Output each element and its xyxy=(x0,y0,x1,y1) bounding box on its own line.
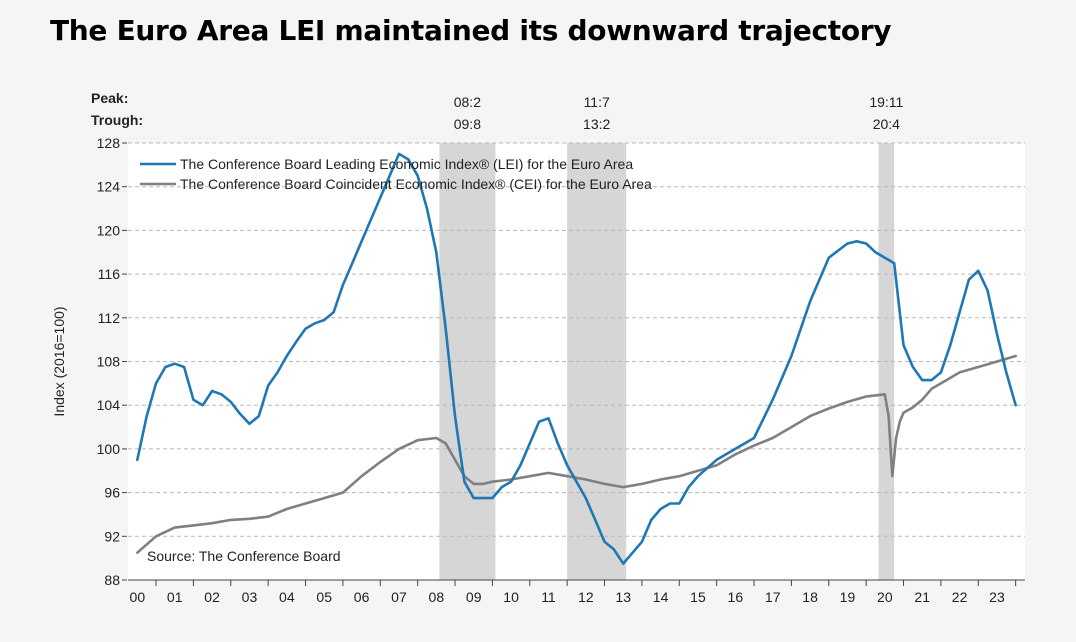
x-tick-label: 12 xyxy=(578,589,594,605)
x-tick-label: 10 xyxy=(503,589,519,605)
chart-labels: 08:2 09:8 11:7 13:2 19:11 20:4 Peak: Trough: The… xyxy=(91,90,904,564)
x-tick-label: 17 xyxy=(765,589,781,605)
x-tick-label: 20 xyxy=(877,589,893,605)
peak-row-label: Peak: xyxy=(91,90,128,106)
recession-peak-label: 11:7 xyxy=(584,94,610,110)
recession-trough-label: 20:4 xyxy=(873,116,900,132)
y-tick-label: 124 xyxy=(97,179,121,195)
recession-trough-label: 09:8 xyxy=(454,116,481,132)
gridlines xyxy=(128,142,1025,537)
x-tick-label: 13 xyxy=(615,589,631,605)
trough-row-label: Trough: xyxy=(91,112,143,128)
x-tick-label: 05 xyxy=(316,589,332,605)
y-tick-label: 100 xyxy=(97,441,121,457)
x-tick-label: 02 xyxy=(204,589,220,605)
y-tick-label: 116 xyxy=(98,266,121,282)
y-tick-label: 104 xyxy=(97,397,121,413)
y-tick-label: 120 xyxy=(97,222,121,238)
x-tick-label: 04 xyxy=(279,589,295,605)
x-tick-label: 15 xyxy=(690,589,706,605)
recession-trough-label: 13:2 xyxy=(583,116,610,132)
x-tick-label: 23 xyxy=(989,589,1005,605)
y-axis-title: Index (2016=100) xyxy=(51,306,67,416)
x-tick-label: 03 xyxy=(242,589,258,605)
y-tick-label: 88 xyxy=(104,572,120,588)
x-tick-label: 16 xyxy=(728,589,744,605)
y-tick-label: 96 xyxy=(104,485,120,501)
y-tick-label: 128 xyxy=(97,135,121,151)
x-tick-label: 18 xyxy=(802,589,818,605)
x-tick-label: 07 xyxy=(391,589,407,605)
x-tick-label: 08 xyxy=(429,589,445,605)
y-tick-label: 92 xyxy=(104,528,120,544)
y-tick-label: 108 xyxy=(97,354,121,370)
cei-series-line xyxy=(136,354,1018,555)
x-tick-label: 11 xyxy=(541,589,556,605)
x-tick-label: 09 xyxy=(466,589,482,605)
y-tick-label: 112 xyxy=(98,310,121,326)
x-tick-label: 22 xyxy=(952,589,968,605)
x-tick-label: 14 xyxy=(653,589,669,605)
x-tick-label: 06 xyxy=(354,589,370,605)
series-lines xyxy=(136,152,1018,565)
recession-peak-label: 08:2 xyxy=(454,94,481,110)
recession-peak-label: 19:11 xyxy=(869,94,903,110)
legend-entry: The Conference Board Coincident Economic… xyxy=(180,176,652,192)
x-tick-label: 00 xyxy=(130,589,146,605)
legend-entry: The Conference Board Leading Economic In… xyxy=(180,156,633,172)
x-tick-label: 21 xyxy=(914,589,930,605)
source-note: Source: The Conference Board xyxy=(147,548,341,564)
page-title: The Euro Area LEI maintained its downwar… xyxy=(50,14,892,47)
x-tick-label: 01 xyxy=(167,589,183,605)
x-tick-label: 19 xyxy=(840,589,856,605)
lei-series-line xyxy=(136,152,1018,565)
